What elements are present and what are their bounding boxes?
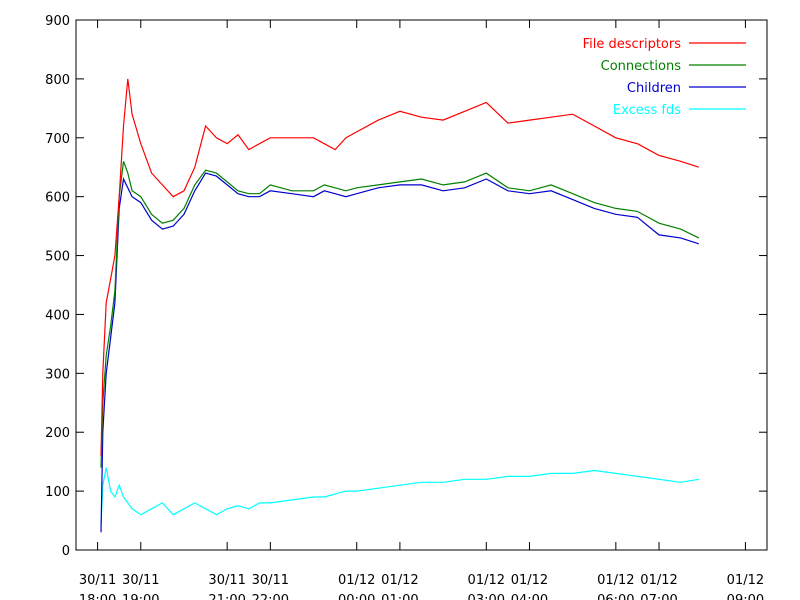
x-tick-label-time: 21:00 (208, 593, 245, 600)
series-layer (100, 78, 700, 533)
x-tick-label-date: 01/12 (597, 573, 634, 588)
series-line-connections (100, 161, 700, 468)
x-tick-label-date: 30/11 (252, 573, 289, 588)
x-tick-label-date: 01/12 (468, 573, 505, 588)
x-tick-label-time: 07:00 (640, 593, 677, 600)
y-tick-label: 200 (45, 426, 70, 441)
x-tick-label-date: 01/12 (338, 573, 375, 588)
x-tick-label-time: 22:00 (252, 593, 289, 600)
x-tick-label-date: 30/11 (208, 573, 245, 588)
y-tick-label: 800 (45, 73, 70, 88)
legend-label-file-descriptors: File descriptors (583, 37, 682, 52)
legend-label-children: Children (627, 81, 681, 96)
x-tick-label-date: 30/11 (122, 573, 159, 588)
x-tick-label-time: 03:00 (468, 593, 505, 600)
x-tick-label-time: 18:00 (79, 593, 116, 600)
x-tick-label-time: 00:00 (338, 593, 375, 600)
x-tick-label-date: 01/12 (727, 573, 764, 588)
legend-label-connections: Connections (601, 59, 682, 74)
x-tick-label-time: 01:00 (381, 593, 418, 600)
x-tick-label-date: 30/11 (79, 573, 116, 588)
y-tick-label: 900 (45, 14, 70, 29)
series-line-excess-fds (100, 467, 699, 527)
x-tick-label-date: 01/12 (640, 573, 677, 588)
x-axis: 30/11 18:00 30/11 19:00 30/11 21:00 30/11 22:00… (79, 20, 764, 600)
y-tick-label: 700 (45, 132, 70, 147)
x-tick-label-time: 09:00 (727, 593, 764, 600)
plot-frame (75, 19, 768, 551)
x-tick-label-time: 06:00 (597, 593, 634, 600)
x-tick-label-time: 19:00 (122, 593, 159, 600)
legend-label-excess-fds: Excess fds (613, 103, 681, 118)
legend: File descriptors Connections Children Exces… (583, 37, 746, 118)
y-tick-label: 400 (45, 308, 70, 323)
y-tick-label: 300 (45, 367, 70, 382)
y-tick-label: 500 (45, 250, 70, 265)
y-tick-label: 100 (45, 485, 70, 500)
series-line-children (100, 172, 699, 533)
y-axis: 0 100 200 300 400 500 600 700 800 900 (45, 14, 767, 559)
x-tick-label-date: 01/12 (511, 573, 548, 588)
series-line-file-descriptors (100, 78, 699, 456)
y-tick-label: 0 (62, 544, 70, 559)
y-tick-label: 600 (45, 191, 70, 206)
x-tick-label-date: 01/12 (381, 573, 418, 588)
x-tick-label-time: 04:00 (511, 593, 548, 600)
